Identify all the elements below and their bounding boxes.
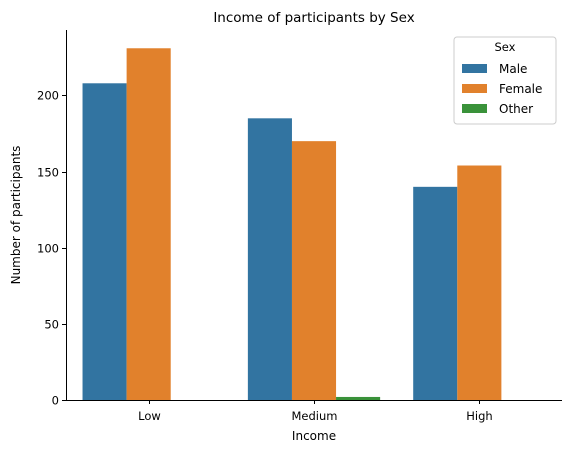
y-tick-label: 0 [52,394,59,408]
x-axis-label: Income [292,429,336,443]
legend-swatch-female [462,84,487,93]
bar-female-low [126,48,171,401]
bar-male-medium [247,118,292,400]
x-tick-label: High [466,409,492,423]
legend-title: Sex [495,40,516,54]
legend-swatch-other [462,104,487,113]
x-axis: Low Medium High [138,400,493,423]
y-tick-label: 150 [37,166,59,180]
bar-male-low [82,83,127,400]
y-axis: 0 50 100 150 200 [37,89,66,408]
legend: Sex Male Female Other [453,36,557,125]
bar-female-medium [291,141,337,400]
legend-swatch-male [462,64,487,73]
legend-box [453,36,557,125]
legend-label-female: Female [499,82,542,96]
legend-label-male: Male [499,62,527,76]
bar-male-high [413,186,458,400]
bar-female-high [457,165,502,400]
y-tick-label: 50 [44,318,59,332]
x-tick-label: Low [138,409,161,423]
legend-label-other: Other [499,102,533,116]
chart-title: Income of participants by Sex [213,10,414,26]
bar-other-medium [336,396,381,400]
y-tick-label: 200 [37,89,59,103]
x-tick-label: Medium [292,409,338,423]
y-axis-label: Number of participants [9,146,23,285]
y-tick-label: 100 [37,242,59,256]
bars-group [82,48,502,401]
